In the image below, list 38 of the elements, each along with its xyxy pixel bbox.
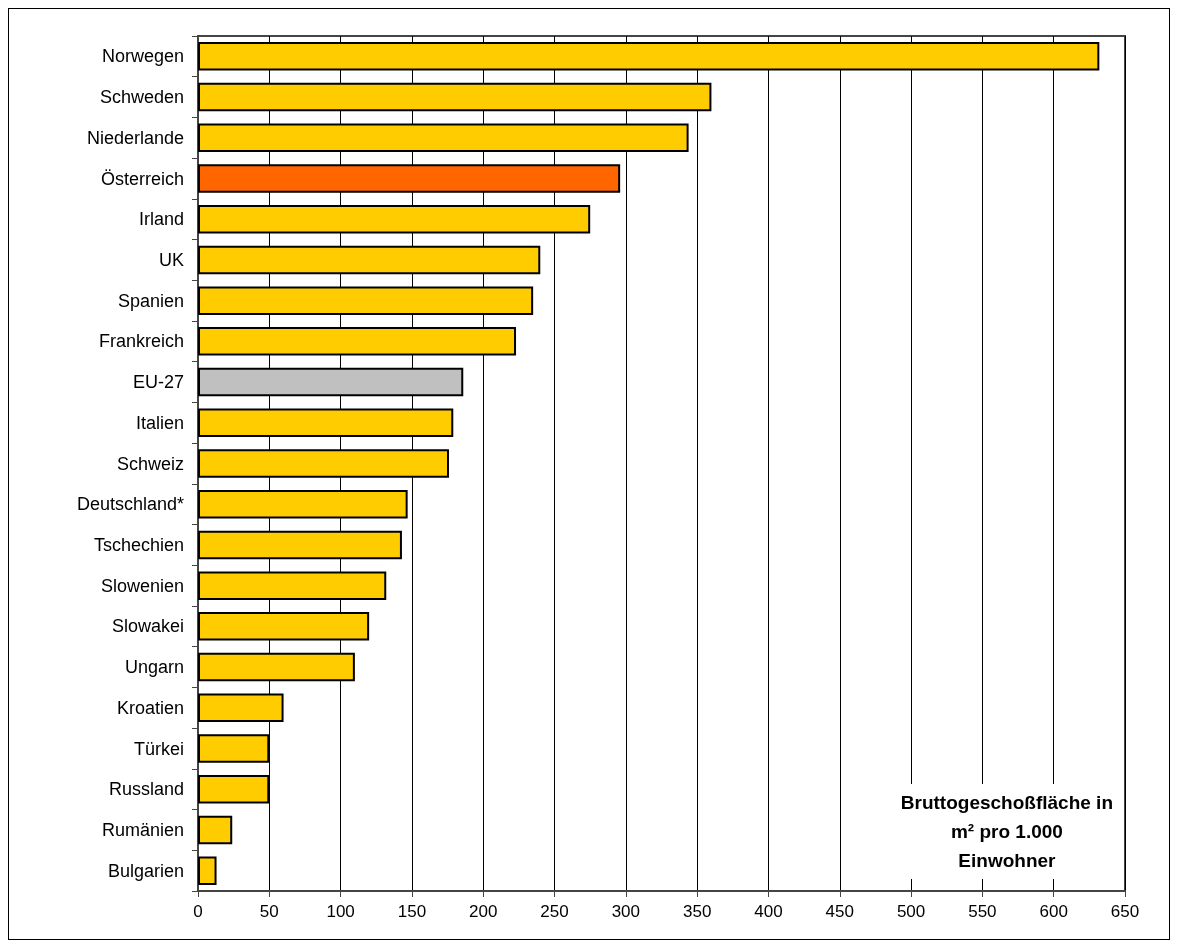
x-tick-label: 300 <box>611 902 641 921</box>
y-tick-label: Slowenien <box>100 575 184 596</box>
annotation: Bruttogeschoßfläche in m² pro 1.000 Einwohner <box>900 792 1113 871</box>
x-tick-label: 50 <box>259 902 279 921</box>
y-tick-label: Türkei <box>133 738 184 759</box>
y-tick-label: Deutschland* <box>76 494 184 515</box>
x-tick-label: 450 <box>825 902 854 921</box>
x-tick-label: 350 <box>682 902 712 921</box>
x-tick-label: 150 <box>397 902 427 921</box>
bar <box>198 815 233 845</box>
y-tick-label: Irland <box>138 209 184 230</box>
y-tick-label: UK <box>158 249 184 270</box>
x-tick-label: 650 <box>1110 902 1140 921</box>
x-tick-label: 550 <box>968 902 997 921</box>
y-tick-label: Italien <box>135 412 184 433</box>
y-tick-label: Norwegen <box>101 46 184 67</box>
x-tick-label: 250 <box>540 902 569 921</box>
y-tick-label: Österreich <box>100 168 184 189</box>
x-tick-label: 500 <box>896 902 926 921</box>
x-tick-label: 600 <box>1039 902 1068 921</box>
y-tick-label: Niederlande <box>86 127 184 148</box>
y-tick-label: Slowakei <box>111 616 184 637</box>
y-tick-label: Kroatien <box>116 697 184 718</box>
y-tick-label: Schweiz <box>116 453 184 474</box>
y-tick-label: Bulgarien <box>107 860 184 881</box>
y-tick-label: Spanien <box>117 290 184 311</box>
y-tick-label: Frankreich <box>98 331 184 352</box>
y-tick-label: Tschechien <box>93 534 184 555</box>
y-tick-label: Schweden <box>99 87 184 108</box>
y-tick-label: Ungarn <box>124 657 184 678</box>
y-tick-label: Russland <box>108 779 184 800</box>
x-tick-label: 100 <box>326 902 355 921</box>
x-tick-label: 0 <box>193 902 203 921</box>
x-tick-label: 200 <box>469 902 498 921</box>
x-tick-label: 400 <box>754 902 783 921</box>
y-tick-label: Rumänien <box>101 819 184 840</box>
y-tick-label: EU-27 <box>132 372 184 393</box>
bar <box>198 856 217 885</box>
